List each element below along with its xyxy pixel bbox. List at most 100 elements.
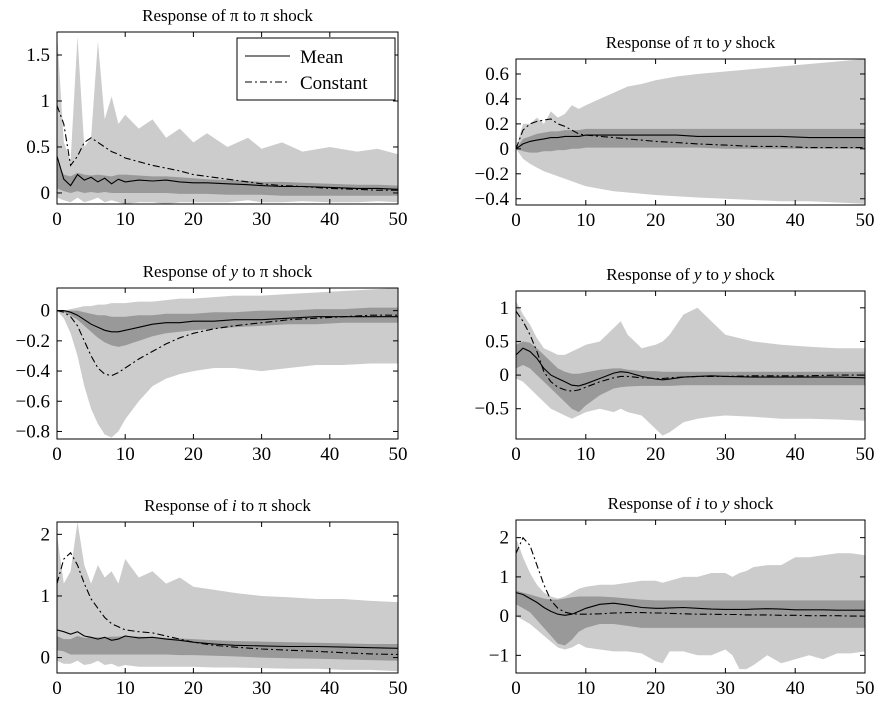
x-tick-label: 20 <box>184 209 203 230</box>
y-tick-label: 0 <box>500 365 510 386</box>
title-part: shock <box>731 265 775 284</box>
legend-mean-label: Mean <box>300 47 344 68</box>
legend-box <box>236 37 396 101</box>
mean-series-line <box>516 592 865 616</box>
y-tick-label: −0.8 <box>16 421 50 442</box>
y-tick-label: −1 <box>489 645 509 666</box>
panel-title: Response of y to y shock <box>606 265 775 284</box>
y-tick-label: 1 <box>500 567 510 588</box>
title-part: to <box>237 496 259 515</box>
axes-frame <box>56 521 399 674</box>
title-part: i <box>695 494 700 513</box>
y-tick-label: 0 <box>41 301 51 322</box>
axes-frame <box>515 519 866 674</box>
inner-band <box>57 636 398 661</box>
panel-title: Response of π to y shock <box>606 33 776 52</box>
plot-area <box>57 32 398 204</box>
title-part: Response of <box>144 496 232 515</box>
title-part: π <box>694 33 703 52</box>
y-tick-label: 0.4 <box>485 89 509 110</box>
constant-series-line <box>516 310 865 392</box>
x-tick-label: 10 <box>116 444 135 465</box>
x-tick-label: 50 <box>389 209 408 230</box>
y-tick-label: 0.5 <box>26 137 50 158</box>
x-tick-label: 40 <box>320 444 339 465</box>
y-tick-label: −0.2 <box>475 164 509 185</box>
constant-series-line <box>516 536 865 617</box>
axes-frame <box>515 58 866 206</box>
x-tick-label: 10 <box>576 210 595 231</box>
y-tick-label: 1.5 <box>26 45 50 66</box>
y-tick-label: −0.4 <box>16 361 51 382</box>
mean-series-line <box>516 347 865 387</box>
x-tick-label: 10 <box>576 444 595 465</box>
plot-area <box>516 301 865 436</box>
panel-4: 0 10 20 30 40 50 −0.5 0 0.5 1 Response of y to y s… <box>475 265 875 465</box>
x-tick-label: 40 <box>786 678 805 699</box>
plot-area <box>57 288 398 438</box>
y-tick-label: −0.5 <box>475 399 509 420</box>
y-tick-label: 0 <box>41 183 51 204</box>
title-part: y <box>229 262 239 281</box>
title-part: y <box>722 33 732 52</box>
title-part: π <box>230 6 239 25</box>
y-tick-label: 0.5 <box>485 331 509 352</box>
title-part: π <box>258 496 267 515</box>
y-tick-label: −0.2 <box>16 331 50 352</box>
axes-frame <box>56 31 399 205</box>
panel-2: 0 10 20 30 40 50 −0.4 −0.2 0 0.2 0.4 0.6 Response of… <box>475 33 875 231</box>
title-part: to <box>239 6 261 25</box>
title-part: shock <box>267 496 311 515</box>
constant-series-line <box>516 118 865 149</box>
title-part: y <box>721 265 731 284</box>
title-part: shock <box>269 6 313 25</box>
x-tick-label: 50 <box>389 444 408 465</box>
x-tick-label: 10 <box>116 209 135 230</box>
mean-series-line <box>57 156 398 190</box>
title-part: y <box>720 494 730 513</box>
outer-band <box>516 301 865 436</box>
y-tick-label: 0 <box>500 606 510 627</box>
x-tick-label: 40 <box>320 678 339 699</box>
y-tick-label: 0 <box>41 648 51 669</box>
x-tick-label: 40 <box>786 210 805 231</box>
y-tick-label: 1 <box>41 586 51 607</box>
panel-1: 0 10 20 30 40 50 0 0.5 1 1.5 Response of π to π sh… <box>26 6 407 230</box>
title-part: shock <box>729 494 773 513</box>
constant-series-line <box>57 551 398 656</box>
x-tick-label: 10 <box>116 678 135 699</box>
legend: Mean Constant <box>236 37 396 101</box>
y-tick-label: 2 <box>41 524 51 545</box>
y-tick-label: 2 <box>500 528 510 549</box>
title-part: i <box>232 496 237 515</box>
x-tick-label: 20 <box>184 444 203 465</box>
x-tick-label: 30 <box>716 678 735 699</box>
panel-5: 0 10 20 30 40 50 0 1 2 Response of i to π shock <box>41 496 408 699</box>
x-tick-label: 0 <box>52 209 62 230</box>
x-tick-label: 40 <box>320 209 339 230</box>
title-part: π <box>260 6 269 25</box>
x-tick-label: 10 <box>576 678 595 699</box>
x-tick-label: 20 <box>646 210 665 231</box>
title-part: y <box>692 265 702 284</box>
title-part: Response of <box>606 265 694 284</box>
constant-series-line <box>57 310 398 377</box>
x-tick-label: 50 <box>856 444 875 465</box>
title-part: shock <box>731 33 775 52</box>
title-part: to <box>702 265 724 284</box>
panel-3: 0 10 20 30 40 50 −0.8 −0.6 −0.4 −0.2 0 Response of … <box>16 262 408 465</box>
title-part: Response of <box>143 262 231 281</box>
x-tick-label: 50 <box>389 678 408 699</box>
x-tick-label: 30 <box>252 444 271 465</box>
x-tick-label: 30 <box>252 678 271 699</box>
mean-series-line <box>516 134 865 150</box>
legend-constant-label: Constant <box>300 73 368 94</box>
x-tick-label: 0 <box>52 678 62 699</box>
x-tick-label: 0 <box>511 210 521 231</box>
x-tick-label: 0 <box>52 444 62 465</box>
plot-area <box>57 522 398 672</box>
x-tick-label: 40 <box>786 444 805 465</box>
